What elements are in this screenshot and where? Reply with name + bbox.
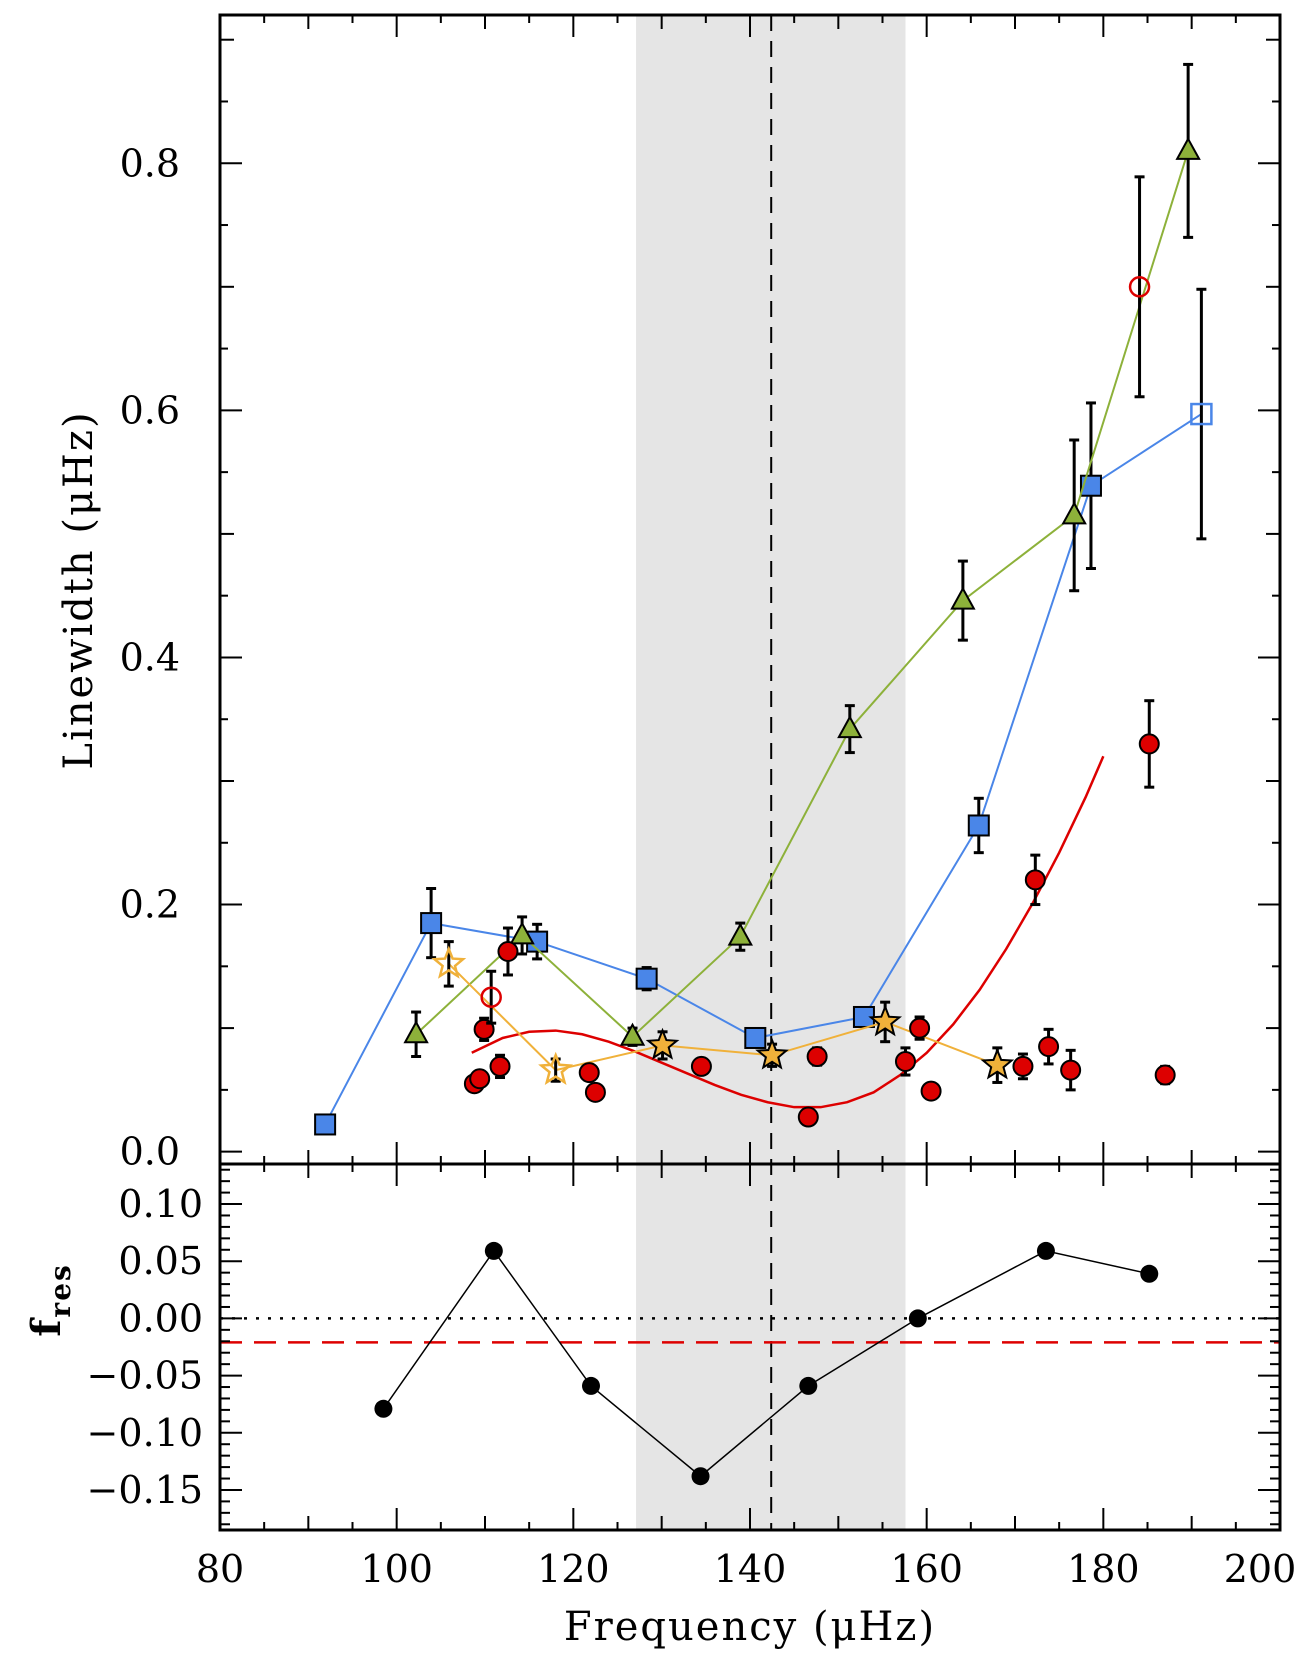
y-tick-label: 0.05 — [118, 1239, 203, 1283]
y-tick-label: −0.10 — [87, 1411, 203, 1455]
data-point-circle — [797, 1106, 819, 1128]
reference-line-layer — [220, 15, 1280, 1530]
y-tick-label: 0.10 — [118, 1182, 203, 1226]
residual-line — [382, 1249, 1150, 1478]
data-point-square — [967, 814, 990, 837]
data-point-circle — [584, 1081, 606, 1103]
data-point-circle — [1128, 276, 1151, 298]
data-point-triangle — [619, 1022, 646, 1046]
residual-point — [908, 1309, 927, 1328]
residual-point — [799, 1376, 818, 1395]
data-point-circle — [1154, 1064, 1176, 1086]
data-point-square — [635, 967, 658, 990]
tick-label-layer: 80 100 120 140 160 180 200 0.0 0.2 0.4 0.6 0.8 0.10 0… — [23, 141, 1295, 1650]
y-tick-label: −0.05 — [87, 1354, 203, 1398]
data-point-circle — [806, 1046, 828, 1068]
residual-point — [484, 1241, 503, 1260]
y-tick-label: 0.6 — [120, 388, 180, 432]
fit-curve — [471, 755, 1105, 1109]
data-point-star — [431, 945, 467, 979]
residual-point — [1140, 1264, 1159, 1283]
data-point-triangle — [950, 586, 976, 610]
data-point-square — [1190, 402, 1213, 426]
data-point-star — [755, 1037, 789, 1070]
series-circle — [463, 175, 1176, 1128]
residual-point — [691, 1467, 710, 1486]
data-point-circle — [1060, 1059, 1082, 1081]
data-point-circle — [1012, 1055, 1034, 1077]
residual-point — [1036, 1241, 1055, 1260]
x-axis-title: Frequency (μHz) — [564, 1604, 936, 1650]
x-tick-label: 80 — [196, 1547, 244, 1591]
y-tick-label: 0.8 — [120, 141, 180, 185]
axes-layer — [218, 13, 1282, 1532]
y-tick-label: 0.0 — [120, 1130, 180, 1174]
series-star — [431, 940, 1015, 1085]
data-point-circle — [1024, 869, 1046, 891]
data-point-star — [645, 1027, 680, 1060]
residual-axis-title-subscript: res — [44, 1263, 77, 1317]
y-axis-title: Linewidth (μHz) — [56, 410, 102, 769]
data-point-square — [314, 1113, 337, 1136]
residual-axis-title-main: f — [23, 1317, 70, 1337]
data-point-triangle — [837, 715, 863, 739]
data-point-circle — [489, 1055, 511, 1077]
residual-series — [374, 1241, 1159, 1486]
series-line-star — [448, 963, 998, 1072]
data-point-circle — [690, 1055, 712, 1077]
data-point-circle — [497, 940, 519, 962]
data-point-star — [868, 1004, 903, 1037]
x-tick-label: 180 — [1067, 1547, 1140, 1591]
data-point-triangle — [1061, 501, 1087, 525]
data-point-circle — [1138, 733, 1160, 755]
data-point-triangle — [1175, 136, 1201, 160]
data-point-star — [538, 1051, 574, 1085]
y-tick-label: 0.4 — [120, 635, 180, 679]
x-tick-label: 200 — [1224, 1547, 1295, 1591]
y-tick-label: −0.15 — [87, 1468, 203, 1512]
x-tick-label: 120 — [537, 1547, 610, 1591]
x-tick-label: 140 — [714, 1547, 787, 1591]
fit-curve-layer — [471, 755, 1105, 1109]
x-tick-label: 160 — [890, 1547, 963, 1591]
data-point-circle — [894, 1050, 916, 1072]
series-layer — [314, 62, 1213, 1486]
data-point-square — [420, 912, 443, 935]
y-tick-label: 0.00 — [118, 1296, 203, 1340]
data-point-triangle — [403, 1020, 429, 1044]
data-point-circle — [480, 986, 502, 1008]
series-triangle — [403, 62, 1201, 1059]
data-point-circle — [469, 1068, 491, 1090]
data-point-circle — [1038, 1036, 1060, 1058]
residual-axis-title: fres — [23, 1263, 77, 1337]
data-point-star — [980, 1047, 1015, 1080]
data-point-square — [744, 1026, 767, 1049]
series-square — [314, 287, 1213, 1136]
x-tick-label: 100 — [360, 1547, 433, 1591]
series-line-triangle — [415, 150, 1190, 1039]
data-point-circle — [909, 1017, 931, 1039]
data-point-circle — [578, 1062, 600, 1084]
data-point-triangle — [509, 921, 535, 945]
data-point-triangle — [727, 922, 753, 946]
data-point-circle — [920, 1080, 942, 1102]
residual-point — [374, 1399, 393, 1418]
y-tick-label: 0.2 — [120, 883, 180, 927]
residual-point — [582, 1376, 600, 1395]
